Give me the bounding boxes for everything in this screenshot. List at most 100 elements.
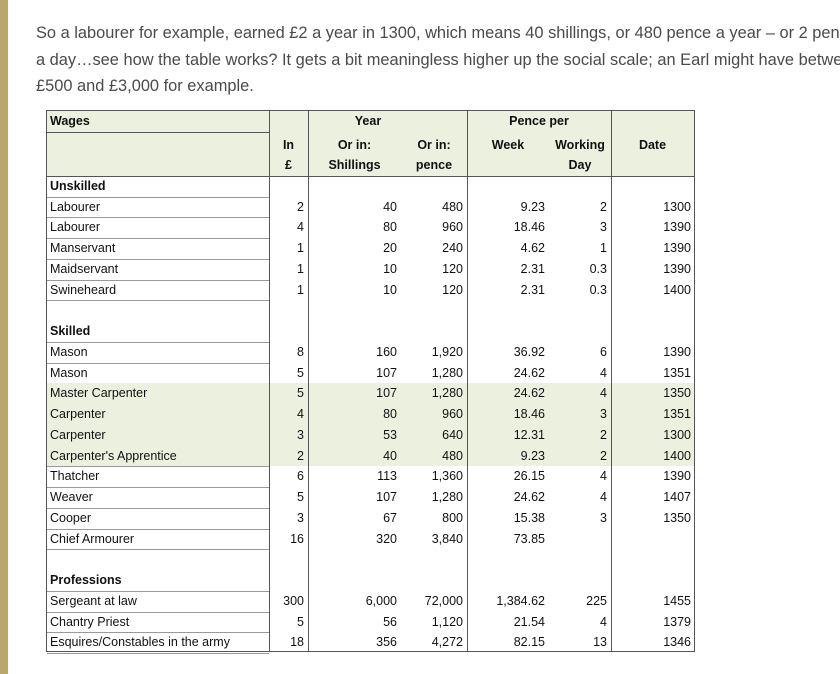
- row-label: Swineheard: [50, 282, 117, 297]
- side-strip: [0, 0, 8, 674]
- row-cell: 2: [600, 427, 607, 442]
- row-cell: 1390: [663, 469, 691, 484]
- row-cell: 40: [383, 199, 397, 214]
- wages-table: Wages Year Pence per In £ Or in: Shillings Or i…: [46, 110, 695, 655]
- row-cell: 6,000: [365, 593, 397, 608]
- row-cell: 0.3: [589, 282, 607, 297]
- row-cell: 73.85: [513, 531, 545, 546]
- row-cell: 0.3: [589, 261, 607, 276]
- header-cell: pence: [415, 158, 453, 172]
- header-cell: Day: [568, 158, 592, 172]
- row-cell: 480: [442, 448, 463, 463]
- row-cell: 26.15: [513, 469, 545, 484]
- header-cell: Or in:: [417, 138, 451, 152]
- row-cell: 1: [297, 241, 304, 256]
- row-cell: 82.15: [513, 635, 545, 650]
- row-label: Chantry Priest: [50, 614, 130, 629]
- row-cell: 4: [297, 220, 304, 235]
- row-cell: 21.54: [513, 614, 545, 629]
- row-cell: 2.31: [520, 261, 545, 276]
- row-cell: 1346: [663, 635, 691, 650]
- row-cell: 1350: [663, 510, 691, 525]
- row-label: Esquires/Constables in the army: [50, 635, 230, 650]
- label-rule: [47, 611, 269, 613]
- row-cell: 72,000: [424, 593, 463, 608]
- row-cell: 480: [442, 199, 463, 214]
- row-cell: 225: [586, 593, 607, 608]
- header-cell: Pence per: [509, 114, 569, 128]
- row-cell: 18.46: [513, 407, 545, 422]
- row-cell: 800: [442, 510, 463, 525]
- row-label: Mason: [50, 344, 88, 359]
- row-cell: 2: [600, 199, 607, 214]
- row-label: Manservant: [50, 241, 116, 256]
- row-cell: 1350: [663, 386, 691, 401]
- label-rule: [47, 196, 269, 198]
- row-cell: 4: [600, 365, 607, 380]
- label-rule: [47, 549, 269, 551]
- row-cell: 80: [383, 220, 397, 235]
- row-highlight: [47, 424, 694, 446]
- row-cell: 300: [283, 593, 304, 608]
- row-cell: 3: [600, 407, 607, 422]
- row-label: Cooper: [50, 510, 91, 525]
- row-cell: 80: [383, 407, 397, 422]
- label-rule: [47, 362, 269, 364]
- row-cell: 12.31: [513, 427, 545, 442]
- label-rule: [47, 217, 269, 219]
- row-cell: 3,840: [431, 531, 463, 546]
- row-cell: 4.62: [520, 241, 545, 256]
- label-rule: [47, 590, 269, 592]
- row-label: Carpenter: [50, 427, 106, 442]
- header-cell: Date: [638, 138, 667, 152]
- intro-line: a day…see how the table works? It gets a…: [36, 50, 840, 69]
- label-rule: [47, 238, 269, 240]
- row-cell: 10: [383, 261, 397, 276]
- column-rule: [611, 111, 612, 651]
- section-title: Skilled: [50, 324, 91, 339]
- column-rule: [308, 111, 309, 651]
- row-cell: 4: [600, 386, 607, 401]
- row-cell: 36.92: [513, 344, 545, 359]
- row-cell: 1,360: [431, 469, 463, 484]
- row-cell: 4: [600, 490, 607, 505]
- row-cell: 1: [297, 282, 304, 297]
- row-label: Labourer: [50, 220, 101, 235]
- row-cell: 960: [442, 220, 463, 235]
- label-rule: [47, 300, 269, 302]
- row-label: Maidservant: [50, 261, 119, 276]
- label-rule: [47, 466, 269, 468]
- header-rule: [47, 132, 269, 133]
- intro-line: So a labourer for example, earned £2 a y…: [36, 24, 840, 42]
- row-cell: 1,280: [431, 386, 463, 401]
- row-cell: 960: [442, 407, 463, 422]
- row-cell: 4: [297, 407, 304, 422]
- row-cell: 16: [290, 531, 304, 546]
- row-cell: [611, 529, 691, 550]
- header-cell: Or in:: [337, 138, 372, 152]
- label-rule: [47, 258, 269, 260]
- label-rule: [47, 632, 269, 634]
- row-label: Master Carpenter: [50, 386, 148, 401]
- row-label: Mason: [50, 365, 88, 380]
- label-rule: [47, 487, 269, 489]
- section-title: Professions: [50, 573, 122, 588]
- row-cell: 15.38: [513, 510, 545, 525]
- row-cell: 1455: [663, 593, 691, 608]
- row-cell: 120: [442, 261, 463, 276]
- header-cell: In: [282, 138, 295, 152]
- row-cell: 1407: [663, 490, 691, 505]
- row-cell: 107: [376, 365, 397, 380]
- row-highlight: [47, 404, 694, 425]
- row-label: Carpenter: [50, 407, 106, 422]
- label-rule: [47, 341, 269, 343]
- row-cell: 4,272: [431, 635, 463, 650]
- row-cell: 6: [600, 344, 607, 359]
- row-label: Thatcher: [50, 469, 100, 484]
- header-cell: £: [285, 158, 292, 172]
- row-cell: 3: [297, 427, 304, 442]
- row-cell: 2: [600, 448, 607, 463]
- row-label: Labourer: [50, 199, 101, 214]
- header-cell: Week: [491, 138, 525, 152]
